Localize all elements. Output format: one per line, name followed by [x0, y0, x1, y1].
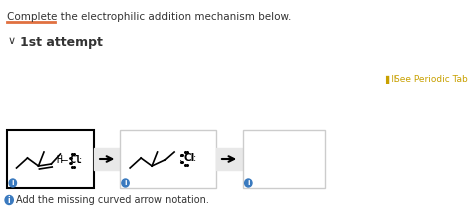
- Text: 1st attempt: 1st attempt: [20, 36, 103, 49]
- Text: i: i: [124, 180, 127, 186]
- Text: :: :: [179, 153, 182, 163]
- Text: ▌ll: ▌ll: [385, 75, 396, 84]
- Text: See Periodic Tab: See Periodic Tab: [394, 75, 468, 84]
- Bar: [94, 148, 120, 170]
- Circle shape: [245, 179, 252, 187]
- Text: Add the missing curved arrow notation.: Add the missing curved arrow notation.: [17, 195, 210, 205]
- Text: :: :: [193, 153, 197, 163]
- Bar: [120, 130, 216, 188]
- Bar: [216, 148, 242, 170]
- Text: i: i: [8, 196, 10, 205]
- Text: Complete the electrophilic addition mechanism below.: Complete the electrophilic addition mech…: [7, 12, 292, 22]
- Text: H—: H—: [56, 155, 68, 165]
- Text: :: :: [79, 155, 82, 165]
- Bar: [7, 130, 94, 188]
- Text: Cl: Cl: [183, 153, 194, 163]
- Circle shape: [9, 179, 17, 187]
- Text: Cl: Cl: [70, 155, 82, 165]
- Text: i: i: [11, 180, 14, 186]
- Text: i: i: [247, 180, 250, 186]
- Circle shape: [122, 179, 129, 187]
- Circle shape: [5, 196, 13, 205]
- Bar: [243, 130, 325, 188]
- Text: ∨: ∨: [7, 36, 16, 46]
